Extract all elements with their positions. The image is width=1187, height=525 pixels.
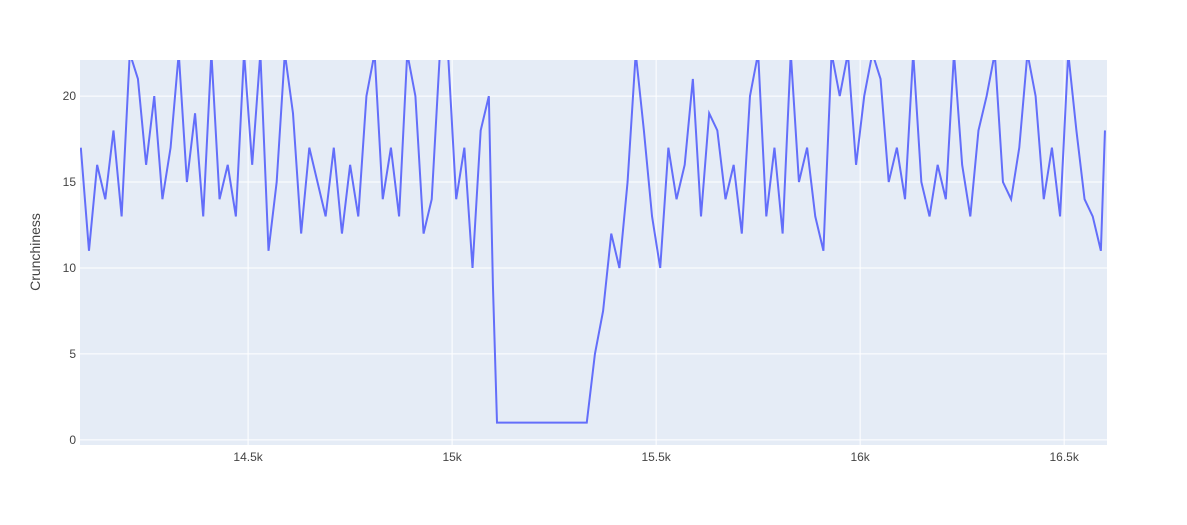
x-tick-label: 16k xyxy=(850,450,870,464)
y-tick-label: 0 xyxy=(69,433,76,447)
plot-area xyxy=(80,60,1107,445)
y-tick-label: 5 xyxy=(69,347,76,361)
y-tick-label: 15 xyxy=(63,175,77,189)
plot-clip xyxy=(80,60,1106,424)
x-tick-label: 15k xyxy=(442,450,462,464)
y-tick-label: 20 xyxy=(63,89,77,103)
y-axis-title: Crunchiness xyxy=(27,213,43,291)
x-tick-label: 14.5k xyxy=(233,450,263,464)
y-tick-label: 10 xyxy=(63,261,77,275)
x-tick-label: 15.5k xyxy=(641,450,671,464)
line-series xyxy=(80,60,1106,424)
x-tick-label: 16.5k xyxy=(1049,450,1079,464)
